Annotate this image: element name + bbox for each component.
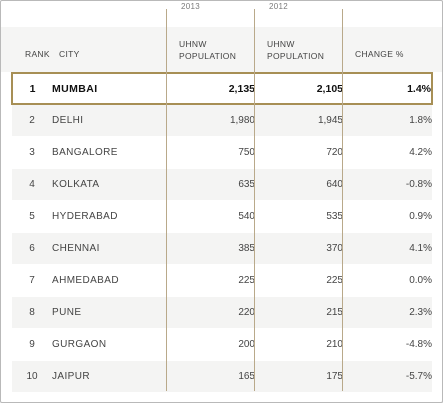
- change-cell: 0.0%: [343, 264, 432, 297]
- table-row: 5 HYDERABAD 540 535 0.9%: [12, 200, 432, 233]
- city-cell: HYDERABAD: [52, 200, 167, 233]
- rank-cell: 8: [12, 296, 52, 329]
- uhnw-2013-cell: 225: [167, 264, 255, 297]
- city-cell: CHENNAI: [52, 232, 167, 265]
- header-city: CITY: [59, 49, 80, 59]
- table-header: RANK CITY UHNW POPULATION UHNW POPULATIO…: [1, 27, 442, 72]
- uhnw-2012-cell: 215: [255, 296, 343, 329]
- header-uhnw-2012-line2: POPULATION: [267, 51, 325, 61]
- city-cell: BANGALORE: [52, 136, 167, 169]
- column-divider: [166, 9, 167, 391]
- uhnw-2012-cell: 640: [255, 168, 343, 201]
- uhnw-2012-cell: 535: [255, 200, 343, 233]
- table-row: 1 MUMBAI 2,135 2,105 1.4%: [11, 72, 433, 105]
- uhnw-2013-cell: 200: [167, 328, 255, 361]
- rank-cell: 5: [12, 200, 52, 233]
- uhnw-2013-cell: 635: [167, 168, 255, 201]
- header-uhnw-2013-line2: POPULATION: [179, 51, 237, 61]
- city-table: 1 MUMBAI 2,135 2,105 1.4% 2 DELHI 1,980 1,945 1.8…: [11, 72, 433, 393]
- year-2012-label: 2012: [269, 2, 288, 11]
- rank-cell: 7: [12, 264, 52, 297]
- column-divider: [254, 9, 255, 391]
- table-row: 9 GURGAON 200 210 -4.8%: [12, 328, 432, 361]
- table-row: 3 BANGALORE 750 720 4.2%: [12, 136, 432, 169]
- change-cell: -5.7%: [343, 360, 432, 393]
- city-cell: KOLKATA: [52, 168, 167, 201]
- header-uhnw-2012: UHNW POPULATION: [267, 38, 324, 62]
- table-row: 10 JAIPUR 165 175 -5.7%: [12, 360, 432, 393]
- change-cell: 4.2%: [343, 136, 432, 169]
- rank-cell: 9: [12, 328, 52, 361]
- table-row: 2 DELHI 1,980 1,945 1.8%: [12, 104, 432, 137]
- header-uhnw-2012-line1: UHNW: [267, 39, 295, 49]
- rank-cell: 4: [12, 168, 52, 201]
- change-cell: 4.1%: [343, 232, 432, 265]
- rank-cell: 2: [12, 104, 52, 137]
- uhnw-2013-cell: 1,980: [167, 104, 255, 137]
- change-cell: 0.9%: [343, 200, 432, 233]
- header-uhnw-2013: UHNW POPULATION: [179, 38, 236, 62]
- table-row: 6 CHENNAI 385 370 4.1%: [12, 232, 432, 265]
- column-divider: [342, 9, 343, 391]
- uhnw-2013-cell: 165: [167, 360, 255, 393]
- header-rank: RANK: [25, 49, 50, 59]
- table-row: 8 PUNE 220 215 2.3%: [12, 296, 432, 329]
- table-row: 4 KOLKATA 635 640 -0.8%: [12, 168, 432, 201]
- uhnw-2012-cell: 370: [255, 232, 343, 265]
- rank-cell: 1: [11, 72, 52, 105]
- uhnw-2013-cell: 220: [167, 296, 255, 329]
- rank-cell: 3: [12, 136, 52, 169]
- change-cell: 1.8%: [343, 104, 432, 137]
- uhnw-2013-cell: 2,135: [167, 72, 255, 105]
- rank-cell: 6: [12, 232, 52, 265]
- change-cell: -4.8%: [343, 328, 432, 361]
- uhnw-2012-cell: 225: [255, 264, 343, 297]
- uhnw-2013-cell: 385: [167, 232, 255, 265]
- uhnw-2012-cell: 2,105: [255, 72, 343, 105]
- city-cell: AHMEDABAD: [52, 264, 167, 297]
- change-cell: -0.8%: [343, 168, 432, 201]
- table-row: 7 AHMEDABAD 225 225 0.0%: [12, 264, 432, 297]
- header-change: CHANGE %: [355, 49, 404, 59]
- uhnw-2013-cell: 750: [167, 136, 255, 169]
- uhnw-2012-cell: 720: [255, 136, 343, 169]
- city-cell: DELHI: [52, 104, 167, 137]
- city-cell: JAIPUR: [52, 360, 167, 393]
- change-cell: 2.3%: [343, 296, 432, 329]
- uhnw-2013-cell: 540: [167, 200, 255, 233]
- header-uhnw-2013-line1: UHNW: [179, 39, 207, 49]
- uhnw-2012-cell: 175: [255, 360, 343, 393]
- city-cell: GURGAON: [52, 328, 167, 361]
- year-2013-label: 2013: [181, 2, 200, 11]
- city-cell: PUNE: [52, 296, 167, 329]
- uhnw-2012-cell: 1,945: [255, 104, 343, 137]
- change-cell: 1.4%: [343, 72, 433, 105]
- table-body: 1 MUMBAI 2,135 2,105 1.4% 2 DELHI 1,980 1,945 1.8…: [11, 72, 433, 393]
- city-cell: MUMBAI: [52, 72, 167, 105]
- rank-cell: 10: [12, 360, 52, 393]
- uhnw-2012-cell: 210: [255, 328, 343, 361]
- year-labels: 2013 2012: [1, 1, 442, 19]
